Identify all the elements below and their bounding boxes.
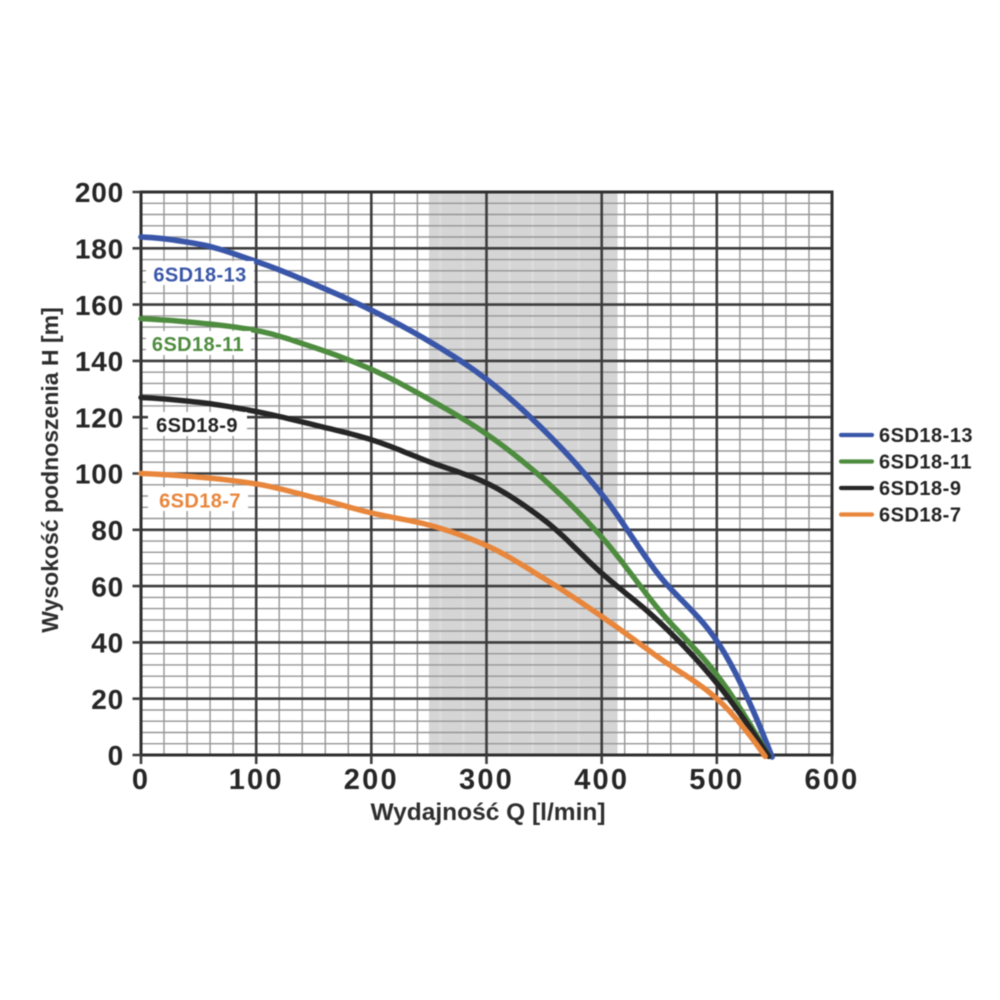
svg-text:200: 200 <box>75 177 124 208</box>
svg-text:6SD18-11: 6SD18-11 <box>152 334 244 356</box>
svg-text:0: 0 <box>132 764 150 796</box>
svg-text:6SD18-7: 6SD18-7 <box>879 505 961 527</box>
svg-text:180: 180 <box>75 234 124 265</box>
svg-text:100: 100 <box>75 459 124 490</box>
svg-text:160: 160 <box>75 290 124 321</box>
svg-text:6SD18-11: 6SD18-11 <box>879 452 972 474</box>
svg-text:40: 40 <box>91 628 124 659</box>
svg-text:6SD18-13: 6SD18-13 <box>153 265 246 287</box>
svg-text:20: 20 <box>91 684 124 715</box>
svg-text:Wydajność Q [l/min]: Wydajność Q [l/min] <box>370 799 605 826</box>
svg-text:80: 80 <box>91 515 124 546</box>
svg-text:6SD18-9: 6SD18-9 <box>879 478 961 500</box>
svg-text:6SD18-7: 6SD18-7 <box>159 491 241 513</box>
svg-text:100: 100 <box>229 764 284 796</box>
svg-text:6SD18-9: 6SD18-9 <box>156 415 238 437</box>
svg-text:60: 60 <box>91 571 124 602</box>
svg-text:Wysokość podnoszenia H [m]: Wysokość podnoszenia H [m] <box>37 307 63 632</box>
svg-text:120: 120 <box>75 402 124 433</box>
svg-text:6SD18-13: 6SD18-13 <box>879 425 973 447</box>
svg-text:600: 600 <box>805 764 860 796</box>
svg-text:500: 500 <box>689 764 744 796</box>
svg-text:0: 0 <box>108 740 124 771</box>
svg-text:300: 300 <box>459 764 514 796</box>
svg-text:140: 140 <box>75 346 124 377</box>
svg-text:400: 400 <box>574 764 629 796</box>
svg-text:200: 200 <box>344 764 399 796</box>
